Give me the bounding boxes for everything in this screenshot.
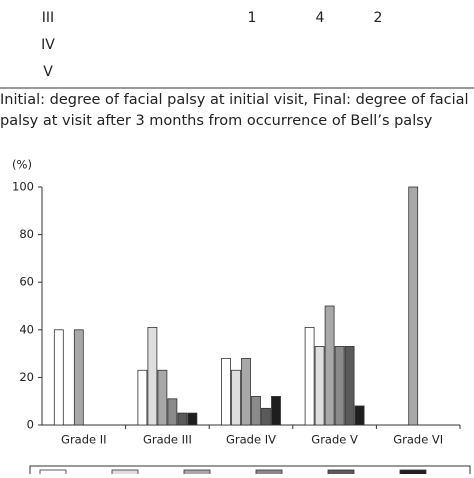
bar xyxy=(221,357,231,426)
bar xyxy=(304,327,315,426)
x-tick-label: Grade VI xyxy=(393,433,443,447)
x-tick-label: Grade III xyxy=(143,433,192,447)
bar xyxy=(344,346,355,426)
legend-swatch xyxy=(327,469,355,478)
y-tick-label: 60 xyxy=(19,275,34,289)
bar xyxy=(147,327,158,426)
legend-box xyxy=(29,465,471,478)
bar xyxy=(261,407,271,426)
table-row-label: V xyxy=(43,64,53,80)
bar xyxy=(73,329,84,426)
table-row-label: III xyxy=(42,10,54,26)
bar xyxy=(408,186,419,426)
bar xyxy=(271,396,281,426)
bar xyxy=(241,357,251,426)
bar xyxy=(354,405,365,426)
bar xyxy=(334,346,345,426)
table-cell: 2 xyxy=(374,10,383,26)
legend-swatch xyxy=(111,469,139,478)
bar xyxy=(53,329,64,426)
legend-swatch xyxy=(399,469,427,478)
y-tick-label: 0 xyxy=(27,418,34,432)
bar xyxy=(324,305,335,426)
bar xyxy=(251,396,261,426)
bar xyxy=(137,369,148,426)
bar xyxy=(187,412,198,426)
caption-line: Initial: degree of facial palsy at initi… xyxy=(0,92,469,108)
bar xyxy=(231,369,241,426)
y-tick-label: 100 xyxy=(12,180,34,194)
legend-swatch xyxy=(183,469,211,478)
caption-line: palsy at visit after 3 months from occur… xyxy=(0,113,433,129)
table-cell: 1 xyxy=(248,10,257,26)
x-tick-label: Grade V xyxy=(311,433,358,447)
y-tick-label: 80 xyxy=(19,227,34,241)
table-row-label: IV xyxy=(41,37,55,53)
y-tick-label: 40 xyxy=(19,322,34,336)
bar xyxy=(157,369,168,426)
table-cell: 4 xyxy=(316,10,325,26)
x-tick-label: Grade II xyxy=(61,433,107,447)
bar xyxy=(177,412,188,426)
legend-swatch xyxy=(39,469,67,478)
bar xyxy=(314,346,325,426)
y-unit: (%) xyxy=(12,158,32,172)
x-tick-label: Grade IV xyxy=(226,433,276,447)
bar xyxy=(167,398,178,426)
y-tick-label: 20 xyxy=(19,370,34,384)
legend-swatch xyxy=(255,469,283,478)
